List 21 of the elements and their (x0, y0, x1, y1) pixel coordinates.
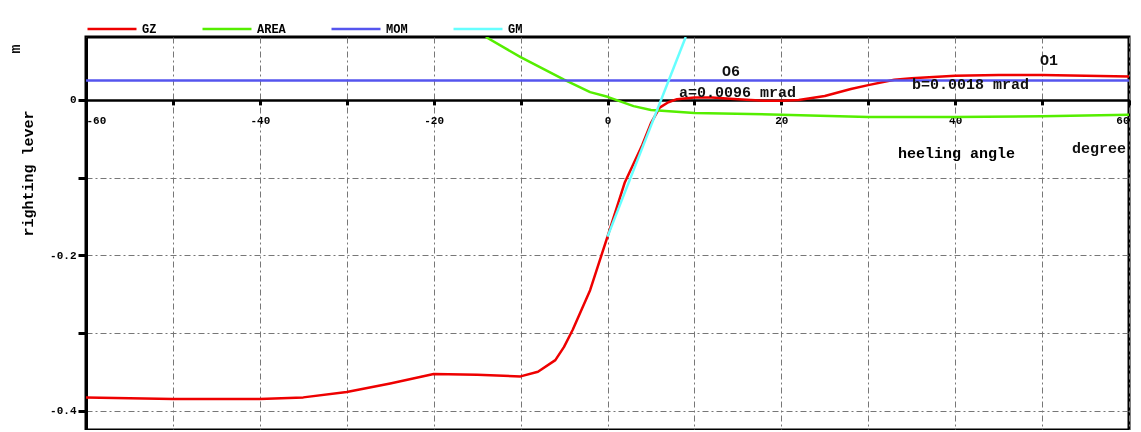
x-axis-title: heeling angle (897, 146, 1016, 164)
x-tick-label: -40 (250, 115, 271, 128)
line-series (484, 37, 1129, 119)
legend-label: MOM (386, 23, 408, 37)
annotation: degree (1071, 141, 1126, 158)
x-tick-label: -20 (424, 115, 445, 128)
annotation: O6 (722, 64, 741, 81)
x-tick-label: 20 (775, 115, 789, 128)
y-tick-label: -0.4 (50, 405, 77, 418)
annotation: b=0.0018 mrad (912, 77, 1030, 94)
x-tick-label: -60 (86, 115, 107, 128)
annotation: a=0.0096 mrad (679, 85, 797, 102)
y-tick-label: 0 (69, 94, 77, 107)
x-tick-label: 0 (604, 115, 612, 128)
legend-label: GM (508, 23, 523, 37)
legend-label: AREA (257, 23, 287, 37)
text: m (8, 44, 25, 54)
y-axis-title: righting lever (21, 110, 39, 237)
annotation: O1 (1040, 53, 1059, 70)
y-tick-label: -0.2 (50, 249, 77, 262)
legend-label: GZ (142, 23, 157, 37)
